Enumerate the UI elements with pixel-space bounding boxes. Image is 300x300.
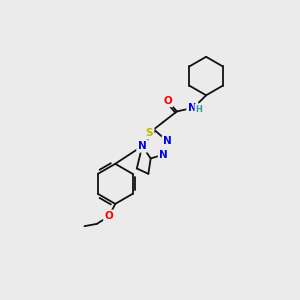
Text: N: N — [163, 136, 172, 146]
Text: N: N — [188, 103, 197, 112]
Text: N: N — [138, 141, 147, 151]
Text: S: S — [146, 128, 153, 138]
Text: O: O — [105, 211, 113, 221]
Text: N: N — [159, 150, 168, 160]
Text: H: H — [196, 105, 202, 114]
Text: O: O — [163, 96, 172, 106]
